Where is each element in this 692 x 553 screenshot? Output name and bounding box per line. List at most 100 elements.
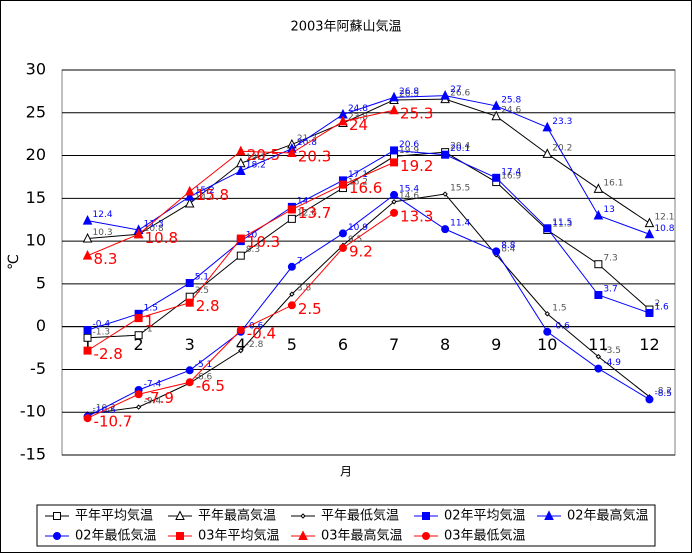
x-tick-label: 3 — [185, 335, 195, 354]
data-label: 2.8 — [196, 297, 220, 315]
marker — [287, 205, 296, 214]
marker — [593, 183, 604, 193]
x-tick-label: 7 — [389, 335, 399, 354]
data-label: 19.2 — [400, 157, 433, 175]
marker — [389, 104, 399, 115]
marker — [440, 90, 450, 100]
marker — [298, 530, 308, 540]
data-label: 10.8 — [145, 229, 178, 247]
marker — [236, 326, 245, 335]
data-label: 15.5 — [450, 184, 470, 194]
y-tick-label: -5 — [30, 359, 46, 378]
marker — [645, 395, 654, 404]
data-label: 2 — [654, 299, 660, 309]
marker — [390, 146, 399, 155]
data-label: 1.5 — [552, 303, 566, 313]
data-label: 8.3 — [94, 250, 118, 268]
data-label: 1.5 — [144, 303, 158, 313]
marker — [134, 314, 143, 323]
data-label: 10.3 — [93, 228, 113, 238]
data-label: -4.9 — [603, 358, 621, 368]
marker — [133, 228, 144, 239]
data-label: 17.4 — [501, 167, 521, 177]
marker — [175, 510, 185, 520]
data-label: 19.1 — [246, 153, 266, 163]
marker — [53, 512, 61, 520]
marker — [390, 158, 399, 167]
x-tick-label: 6 — [338, 335, 348, 354]
data-label: -2.8 — [94, 345, 123, 363]
data-label: 13.3 — [400, 207, 433, 225]
data-label: 11.3 — [144, 219, 164, 229]
data-label: 23.3 — [552, 117, 572, 127]
data-label: 11.3 — [552, 219, 572, 229]
data-label: 2.5 — [298, 300, 322, 318]
marker — [236, 234, 245, 243]
x-tick-label: 8 — [440, 335, 450, 354]
marker — [185, 366, 194, 375]
data-label: 1.6 — [654, 302, 669, 312]
data-label: 3.8 — [297, 284, 312, 294]
marker — [543, 327, 552, 336]
legend-label: 03年平均気温 — [198, 528, 280, 544]
data-label: -10.5 — [93, 406, 116, 416]
data-label: 19.9 — [399, 146, 419, 156]
data-label: 20.2 — [552, 143, 572, 153]
data-label: 14 — [297, 196, 309, 206]
data-label: 16.2 — [348, 178, 368, 188]
legend-label: 平年最高気温 — [198, 508, 276, 524]
plot-area — [61, 69, 676, 456]
x-tick-label: 12 — [639, 335, 659, 354]
data-label: 27 — [450, 85, 461, 95]
marker — [82, 250, 93, 260]
marker — [185, 279, 194, 288]
data-label: 10 — [246, 231, 258, 241]
marker — [422, 532, 430, 540]
data-label: 26.5 — [399, 89, 419, 99]
data-label: 18.2 — [246, 160, 266, 170]
marker — [185, 378, 194, 387]
data-label: 10.9 — [348, 223, 368, 233]
marker — [543, 224, 552, 233]
marker — [338, 243, 347, 252]
marker — [338, 115, 348, 126]
marker — [442, 191, 448, 197]
marker — [390, 190, 399, 199]
marker — [645, 308, 654, 317]
legend-label: 平年最低気温 — [321, 508, 399, 524]
data-label: 13.7 — [298, 204, 331, 222]
data-label: 25.3 — [400, 105, 433, 123]
data-label: -6.6 — [195, 373, 213, 383]
marker — [184, 191, 195, 201]
data-label: -7.4 — [144, 379, 162, 389]
series-line — [87, 149, 650, 331]
marker — [287, 262, 296, 271]
data-label: 26.8 — [399, 87, 419, 97]
legend-label: 02年最高気温 — [567, 508, 649, 524]
data-label: -9.4 — [144, 397, 162, 407]
marker — [593, 209, 604, 220]
data-label: -7.9 — [145, 389, 174, 407]
data-label: 20.3 — [298, 147, 331, 165]
marker — [184, 197, 195, 208]
data-label: 17.1 — [348, 170, 368, 180]
marker — [287, 301, 296, 310]
y-tick-label: -10 — [20, 402, 46, 421]
marker — [391, 199, 397, 205]
series-line — [87, 194, 650, 417]
x-tick-label: 11 — [588, 335, 608, 354]
marker — [594, 364, 603, 373]
marker — [422, 512, 430, 520]
marker — [389, 91, 399, 102]
marker — [82, 232, 93, 243]
marker — [134, 390, 143, 399]
data-label: 15.8 — [196, 186, 229, 204]
data-label: 12.4 — [93, 210, 113, 220]
legend-label: 02年平均気温 — [444, 508, 526, 524]
legend-label: 平年平均気温 — [75, 508, 153, 524]
data-label: 13 — [603, 205, 614, 215]
data-label: 12.1 — [654, 213, 674, 223]
data-label: 3.7 — [603, 285, 617, 295]
data-label: 14.6 — [399, 191, 419, 201]
y-tick-label: 15 — [26, 188, 46, 207]
